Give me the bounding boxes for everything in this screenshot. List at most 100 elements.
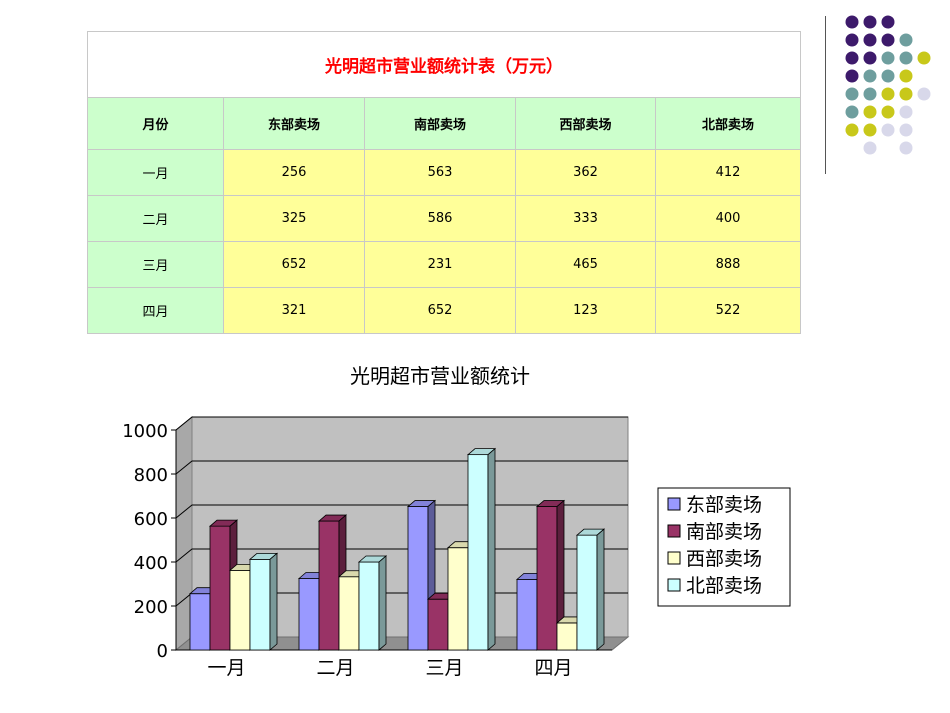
decorative-dot (863, 69, 877, 83)
cell-north: 400 (654, 195, 802, 242)
decorative-dot (881, 15, 895, 29)
bar (248, 552, 279, 651)
cell-east: 325 (223, 195, 365, 242)
gridline (175, 416, 628, 431)
bar-front (536, 506, 558, 651)
y-tick-label: 0 (157, 641, 168, 662)
cell-east: 652 (223, 241, 365, 288)
cell-west: 465 (515, 241, 656, 288)
table-row: 三月 652 231 465 888 (87, 241, 802, 288)
bar-front (556, 622, 578, 651)
row-month: 三月 (87, 241, 224, 288)
decorative-dot (863, 123, 877, 137)
y-tick-label: 200 (134, 597, 168, 618)
y-tick-label: 800 (134, 465, 168, 486)
legend-label: 北部卖场 (686, 575, 762, 597)
decorative-dot (899, 105, 913, 119)
bar-front (338, 576, 360, 651)
decorative-divider-line (825, 16, 826, 174)
decorative-dot (899, 87, 913, 101)
chart-title: 光明超市营业额统计 (350, 364, 530, 388)
bar-front (447, 547, 469, 651)
header-east: 东部卖场 (223, 97, 365, 150)
bar-front (189, 593, 211, 651)
x-tick-label: 四月 (534, 657, 572, 679)
y-tick-label: 1000 (122, 421, 168, 442)
decorative-dot (845, 105, 859, 119)
decorative-dot (845, 33, 859, 47)
decorative-dot (899, 69, 913, 83)
cell-east: 256 (223, 149, 365, 196)
y-tick-label: 600 (134, 509, 168, 530)
header-month: 月份 (87, 97, 224, 150)
decorative-dot (863, 51, 877, 65)
legend-swatch (667, 497, 681, 511)
decorative-dot (881, 33, 895, 47)
bar (575, 528, 606, 651)
cell-north: 412 (654, 149, 802, 196)
bar-side (378, 555, 387, 651)
legend-swatch (667, 578, 681, 592)
cell-west: 362 (515, 149, 656, 196)
bar-front (298, 578, 320, 651)
cell-south: 652 (364, 287, 516, 334)
bar (535, 499, 566, 651)
bar-side (487, 447, 496, 651)
decorative-dot (881, 87, 895, 101)
decorative-dot (881, 105, 895, 119)
legend-label: 西部卖场 (686, 548, 762, 570)
bar-front (576, 534, 598, 651)
decorative-dot (899, 123, 913, 137)
decorative-dot (917, 51, 931, 65)
row-month: 四月 (87, 287, 224, 334)
table-row: 四月 321 652 123 522 (87, 287, 802, 334)
decorative-dot (863, 15, 877, 29)
bar-side (269, 552, 278, 651)
decorative-dot (899, 141, 913, 155)
header-south: 南部卖场 (364, 97, 516, 150)
x-tick-label: 三月 (425, 657, 463, 679)
x-tick-label: 二月 (316, 657, 354, 679)
cell-west: 333 (515, 195, 656, 242)
legend-label: 南部卖场 (686, 521, 762, 543)
decorative-dot (881, 123, 895, 137)
cell-south: 231 (364, 241, 516, 288)
table-row: 一月 256 563 362 412 (87, 149, 802, 196)
bar-front (229, 569, 251, 651)
cell-east: 321 (223, 287, 365, 334)
legend-swatch (667, 551, 681, 565)
decorative-dot (899, 51, 913, 65)
bar-front (249, 558, 271, 651)
bar-front (407, 506, 429, 651)
cell-north: 522 (654, 287, 802, 334)
cell-south: 586 (364, 195, 516, 242)
x-tick-label: 一月 (207, 657, 245, 679)
bar-front (427, 598, 449, 651)
bar-front (318, 520, 340, 651)
decorative-dot (881, 51, 895, 65)
decorative-dot (863, 105, 877, 119)
cell-west: 123 (515, 287, 656, 334)
bar-front (209, 525, 231, 651)
bar-side (596, 528, 605, 651)
row-month: 一月 (87, 149, 224, 196)
decorative-dot (845, 87, 859, 101)
bar-front (358, 561, 380, 651)
cell-north: 888 (654, 241, 802, 288)
decorative-dot-grid (845, 15, 931, 155)
header-north: 北部卖场 (654, 97, 802, 150)
sales-table: 光明超市营业额统计表（万元） 月份 东部卖场 南部卖场 西部卖场 北部卖场 一月… (86, 31, 802, 334)
decorative-dot (845, 123, 859, 137)
row-month: 二月 (87, 195, 224, 242)
decorative-dot (845, 51, 859, 65)
bar-front (516, 578, 538, 651)
decorative-dot (899, 33, 913, 47)
decorative-dot (917, 87, 931, 101)
bar (466, 447, 497, 651)
bar (357, 555, 388, 651)
decorative-dot (881, 69, 895, 83)
header-west: 西部卖场 (515, 97, 656, 150)
y-tick-label: 400 (134, 553, 168, 574)
cell-south: 563 (364, 149, 516, 196)
decorative-dot (863, 33, 877, 47)
